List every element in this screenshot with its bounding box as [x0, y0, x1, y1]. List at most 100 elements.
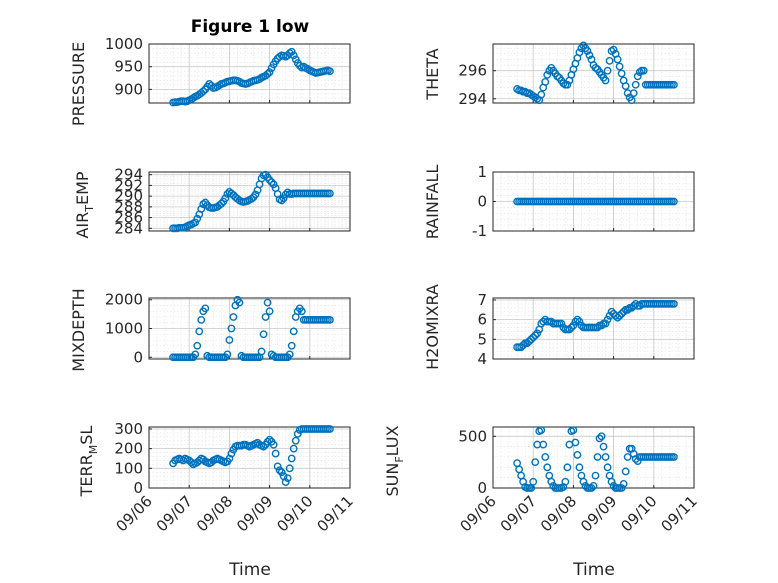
sun-flux-data-point [597, 432, 606, 441]
terr-msl-axis-frame [148, 426, 351, 489]
theta-axis-frame [492, 43, 695, 104]
h2omixra-data-point [517, 343, 526, 352]
pressure-axes: 900 950 1000 [105, 35, 351, 107]
terr-msl-data-point [275, 466, 284, 475]
sun-flux-data-point [539, 440, 548, 449]
terr-msl-data-point [293, 429, 302, 438]
mixdepth-data-point [193, 341, 202, 350]
theta-axes: 294 296 [458, 41, 695, 108]
mixdepth-data-point [265, 307, 274, 316]
h2omixra-data-point [527, 335, 536, 344]
mixdepth-ylabel: MIXDEPTH [69, 288, 88, 371]
h2omixra-data-point [533, 329, 542, 338]
terr-msl-data-point [259, 442, 268, 451]
theta-data-point [629, 89, 638, 98]
mixdepth-data-point [229, 313, 238, 321]
h2omixra-data-point [569, 321, 578, 330]
h2omixra-data-point [573, 315, 582, 324]
h2omixra-data-point [597, 321, 606, 330]
h2omixra-data-point [567, 323, 576, 332]
mixdepth-data-point [235, 298, 244, 307]
air-temp-data-point [199, 200, 208, 209]
sun-flux-ytick-label: 0 [477, 479, 487, 497]
air-temp-data-point [269, 180, 278, 189]
terr-msl-data-point [185, 456, 194, 465]
air-temp-data-point [325, 189, 334, 198]
terr-msl-data-point [277, 468, 286, 477]
mixdepth-data-point [287, 341, 296, 350]
h2omixra-axes: 4 56 7 [477, 291, 695, 368]
h2omixra-data-point [613, 313, 622, 322]
air-temp-data-point [251, 190, 260, 199]
pressure-data-point [265, 68, 274, 77]
terr-msl-data-point [273, 462, 282, 471]
theta-data-point [621, 82, 630, 91]
h2omixra-ylabel: H2OMIXRA [423, 284, 442, 370]
mixdepth-data-point [227, 324, 236, 333]
air-temp-ytick-label: 290 [114, 187, 143, 205]
air-temp-data-point [191, 218, 200, 227]
sun-flux-data-point [601, 453, 610, 461]
mixdepth-data-point [261, 313, 270, 321]
mixdepth-data-point [263, 298, 272, 307]
sun-flux-data-point [561, 477, 570, 486]
h2omixra-data-point [670, 300, 678, 308]
sun-flux-ytick-label: 500 [458, 427, 487, 445]
air-temp-data-point [265, 176, 274, 184]
sun-flux-data-point [587, 484, 596, 492]
terr-msl-data-point [291, 436, 300, 445]
mixdepth-ytick-label: 2000 [105, 291, 143, 309]
rainfall-data-point [670, 197, 678, 206]
sun-flux-data-point [571, 438, 580, 447]
sun-flux-data-point [623, 453, 632, 461]
pressure-data-point [199, 87, 208, 96]
sun-flux-data-point [619, 479, 628, 488]
theta-data-point [633, 72, 642, 81]
sun-flux-data-point [529, 477, 538, 486]
air-temp-data-point [217, 199, 226, 208]
h2omixra-data-point [619, 307, 628, 316]
h2omixra-data-point [525, 337, 534, 346]
terr-msl-data-point [283, 474, 292, 483]
h2omixra-data-point [529, 333, 538, 342]
sun-flux-data-point [531, 458, 540, 467]
theta-data-point [583, 47, 592, 55]
theta-data-point [609, 45, 618, 54]
sun-flux-data-point [537, 426, 546, 435]
sun-flux-data-point [595, 434, 604, 443]
pressure-data-point [325, 67, 334, 76]
air-temp-data-point [267, 178, 276, 187]
h2omixra-data-point [523, 339, 532, 348]
sun-flux-data-point [547, 477, 556, 486]
mixdepth-data-point [325, 315, 334, 324]
mixdepth-axes: 0 1000 2000 [105, 291, 351, 366]
air-temp-ytick-label: 288 [114, 198, 143, 216]
mixdepth-data-point [201, 304, 210, 313]
mixdepth-data-point [225, 336, 234, 344]
sun-flux-data-point [633, 457, 642, 466]
mixdepth-data-point [197, 315, 206, 324]
mixdepth-data-point [195, 327, 204, 336]
terr-msl-ylabel: TERRMSL [77, 426, 100, 498]
air-temp-ytick-label: 284 [114, 219, 143, 237]
h2omixra-data-point [617, 309, 626, 318]
time-xlabel-left: Time [228, 560, 271, 580]
sun-flux-data-point [573, 451, 582, 459]
terr-msl-data-point [325, 425, 334, 433]
pressure-data-point [289, 51, 298, 60]
h2omixra-data-point [557, 319, 566, 328]
mixdepth-ytick-label: 0 [133, 348, 143, 366]
h2omixra-data-point [607, 307, 616, 316]
sun-flux-data-point [607, 477, 616, 486]
terr-msl-data-point [263, 437, 272, 446]
rainfall-ytick-label: 0 [477, 193, 487, 211]
terr-msl-data-point [225, 454, 234, 463]
terr-msl-data-point [289, 444, 298, 453]
pressure-data-point [263, 70, 272, 78]
h2omixra-data-point [623, 305, 632, 314]
theta-data-point [670, 80, 678, 89]
theta-data-point [627, 96, 636, 105]
theta-data-point [605, 56, 614, 65]
